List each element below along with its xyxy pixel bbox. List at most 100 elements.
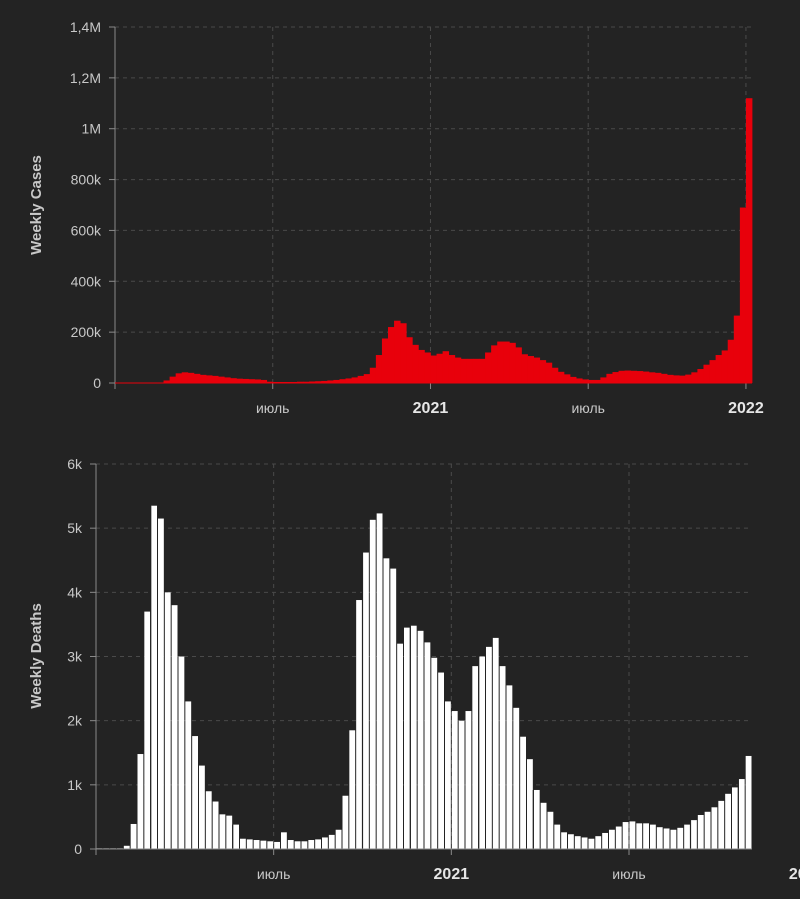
deaths-bar <box>281 832 287 849</box>
deaths-y-tick-label: 3k <box>67 649 83 665</box>
deaths-bar <box>581 837 588 849</box>
deaths-bar <box>144 611 151 849</box>
cases-x-tick-label: июль <box>256 400 289 416</box>
cases-bar <box>454 357 462 383</box>
cases-bar <box>703 364 710 383</box>
cases-y-tick-label: 200k <box>71 324 102 340</box>
cases-bar <box>479 358 486 383</box>
deaths-bar <box>554 824 561 849</box>
deaths-bar <box>315 839 321 849</box>
deaths-bar <box>342 795 349 849</box>
cases-bar <box>266 381 274 383</box>
cases-bar <box>388 327 395 383</box>
cases-bar <box>521 354 528 383</box>
cases-bar <box>212 375 219 383</box>
cases-bar <box>745 98 753 383</box>
deaths-x-tick-label: 2022 <box>789 866 800 883</box>
cases-bar <box>303 381 310 383</box>
deaths-bar <box>260 840 267 849</box>
deaths-bar <box>486 646 492 849</box>
deaths-bar <box>328 834 335 849</box>
cases-bar <box>527 356 534 383</box>
cases-bar <box>363 374 371 383</box>
cases-bar <box>224 377 231 383</box>
cases-bar <box>400 323 407 383</box>
cases-bar <box>715 355 723 383</box>
cases-bar <box>654 372 662 383</box>
deaths-bar <box>588 838 595 849</box>
cases-bar <box>485 352 492 383</box>
deaths-y-tick-label: 2k <box>67 713 83 729</box>
deaths-bar <box>650 824 656 849</box>
deaths-bar <box>356 600 362 849</box>
cases-bar <box>460 358 468 383</box>
deaths-bar <box>383 558 390 849</box>
cases-bar <box>187 372 195 383</box>
deaths-bar <box>417 630 424 849</box>
deaths-bar <box>185 701 192 849</box>
deaths-bar <box>431 657 438 849</box>
cases-bar <box>309 381 316 383</box>
deaths-bar <box>335 829 342 849</box>
deaths-bar <box>369 519 376 849</box>
deaths-bar <box>240 838 246 849</box>
cases-bar <box>600 377 607 383</box>
cases-y-tick-label: 0 <box>93 375 101 391</box>
cases-bar <box>321 380 328 383</box>
weekly-deaths-chart: Weekly Deaths 0 1k 2k 3k 4k 5k 6k июль 2021 июль 2… <box>28 456 800 883</box>
deaths-bar <box>424 642 431 849</box>
deaths-bar <box>595 836 602 849</box>
cases-bar <box>673 375 680 383</box>
cases-bar <box>576 378 583 383</box>
cases-bar <box>472 358 480 383</box>
deaths-bar <box>656 827 663 849</box>
cases-y-tick-label: 1,2M <box>70 70 101 86</box>
cases-bar <box>563 374 571 383</box>
cases-bar <box>618 370 625 383</box>
cases-bar <box>685 374 692 383</box>
cases-bar <box>739 207 747 383</box>
deaths-bar <box>233 824 239 849</box>
deaths-bar <box>479 656 485 849</box>
cases-bar <box>648 372 656 383</box>
cases-bar <box>169 376 177 383</box>
deaths-bar <box>527 759 533 849</box>
deaths-bar <box>219 814 226 849</box>
cases-bar <box>436 353 443 383</box>
cases-bar <box>497 341 504 383</box>
cases-y-tick-label: 1M <box>82 121 101 137</box>
deaths-bar <box>294 841 301 849</box>
deaths-bar <box>506 685 513 849</box>
deaths-bar <box>492 637 499 849</box>
deaths-y-tick-label: 6k <box>67 456 83 472</box>
cases-bar <box>582 379 589 383</box>
cases-bar <box>278 381 286 383</box>
deaths-bar <box>725 793 731 849</box>
deaths-bar <box>643 823 649 849</box>
cases-bar <box>315 381 322 383</box>
deaths-bar <box>410 625 417 849</box>
cases-bar <box>381 338 389 383</box>
cases-y-tick-label: 800k <box>71 172 102 188</box>
cases-bar <box>369 367 377 383</box>
deaths-bar <box>691 820 697 849</box>
cases-bar <box>551 367 559 383</box>
deaths-bar <box>158 518 164 849</box>
deaths-bar <box>670 829 677 849</box>
deaths-bar <box>465 711 472 849</box>
deaths-bar <box>622 822 629 849</box>
cases-bar <box>667 374 674 383</box>
deaths-x-tick-label: июль <box>612 866 645 882</box>
deaths-bar <box>533 789 540 849</box>
cases-bar <box>721 350 729 383</box>
cases-bar <box>412 344 419 383</box>
weekly-deaths-y-axis-label: Weekly Deaths <box>28 603 45 709</box>
cases-bar <box>606 373 613 383</box>
cases-bar <box>448 355 456 383</box>
deaths-bar <box>199 765 205 849</box>
cases-bar <box>679 375 686 383</box>
deaths-bar <box>445 701 451 849</box>
cases-bar <box>733 315 741 383</box>
deaths-bar <box>547 811 554 849</box>
